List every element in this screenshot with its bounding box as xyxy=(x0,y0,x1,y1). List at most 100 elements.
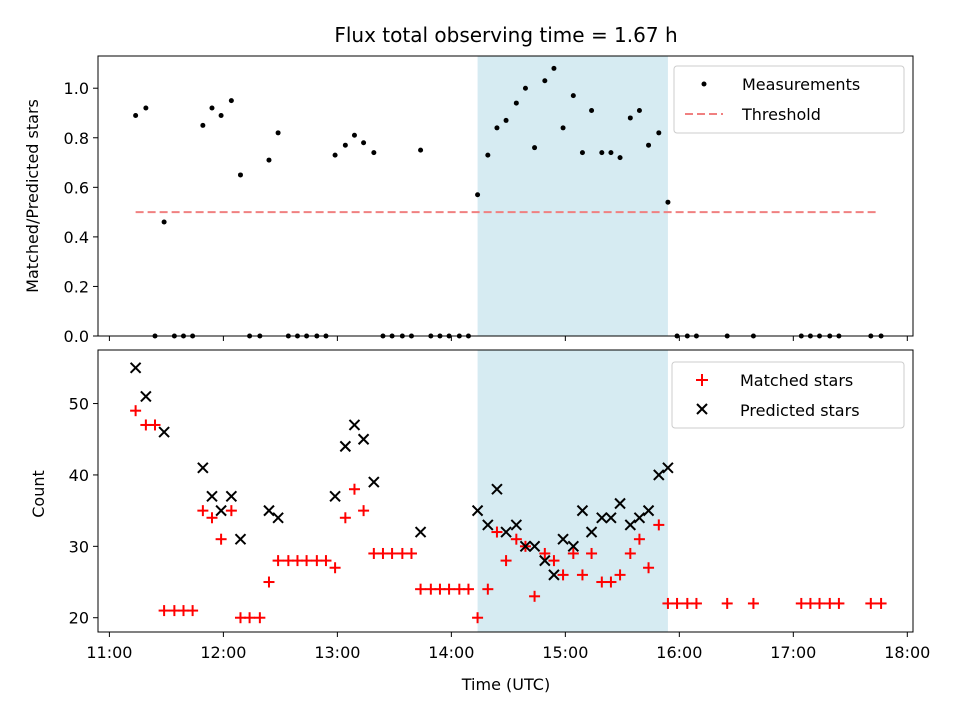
legend-predicted-marker xyxy=(696,403,708,415)
measurement-point xyxy=(475,192,481,198)
matched-star-point xyxy=(149,419,161,431)
x-tick-label: 17:00 xyxy=(770,643,816,662)
matched-star-point xyxy=(548,555,560,567)
predicted-star-point xyxy=(368,476,380,488)
measurement-point xyxy=(161,219,167,225)
measurement-point xyxy=(228,98,234,104)
measurement-point xyxy=(665,199,671,205)
predicted-star-point xyxy=(234,533,247,545)
top-x-ticks xyxy=(108,336,908,341)
measurement-point xyxy=(200,122,206,128)
bottom-legend: Matched stars Predicted stars xyxy=(671,361,905,429)
top-panel: 0.0 0.2 0.4 0.6 0.8 1.0 Matched/Predicted sta… xyxy=(23,55,914,346)
predicted-star-point xyxy=(624,519,637,531)
measurement-point xyxy=(617,155,623,161)
top-axes-frame xyxy=(97,55,914,337)
predicted-star-point xyxy=(653,469,665,481)
y-tick-label: 0.6 xyxy=(64,178,89,197)
measurement-point xyxy=(485,152,491,158)
matched-star-point xyxy=(814,597,826,609)
measurement-point xyxy=(418,147,424,153)
measurement-point xyxy=(209,105,215,111)
matched-star-point xyxy=(339,512,351,524)
matched-star-point xyxy=(500,555,512,567)
top-legend: Measurements Threshold xyxy=(673,65,905,134)
predicted-star-point xyxy=(500,526,512,538)
y-tick-label: 50 xyxy=(69,395,89,414)
matched-star-point xyxy=(225,505,237,517)
measurement-point xyxy=(560,125,566,131)
matched-star-point xyxy=(586,547,598,559)
measurement-point xyxy=(143,105,149,111)
matched-star-point xyxy=(833,597,845,609)
legend-matched-label: Matched stars xyxy=(740,371,853,390)
predicted-star-point xyxy=(491,483,503,495)
bottom-x-ticks: 11:00 12:00 13:00 14:00 15:00 16:00 17:00 18:00 xyxy=(86,632,930,662)
matched-star-point xyxy=(539,547,551,559)
predicted-star-point xyxy=(158,426,170,438)
predicted-star-point xyxy=(539,554,551,567)
legend-matched-marker xyxy=(696,374,708,386)
measurement-point xyxy=(589,108,595,114)
matched-star-point xyxy=(605,576,617,588)
matched-star-point xyxy=(557,569,569,581)
predicted-star-point xyxy=(510,519,523,531)
x-tick-label: 12:00 xyxy=(200,643,246,662)
measurement-point xyxy=(332,152,338,158)
matched-star-point xyxy=(158,605,170,617)
predicted-star-point xyxy=(348,419,361,431)
predicted-star-point xyxy=(329,490,341,503)
matched-star-point xyxy=(263,576,275,588)
measurement-point xyxy=(646,142,652,148)
bottom-series xyxy=(129,362,887,624)
legend-measurements-label: Measurements xyxy=(742,75,860,94)
matched-star-point xyxy=(130,405,142,417)
bottom-legend-box xyxy=(671,361,905,429)
predicted-star-point xyxy=(197,462,209,474)
measurement-point xyxy=(656,130,662,136)
matched-star-point xyxy=(415,583,427,595)
matched-star-point xyxy=(405,547,417,559)
legend-predicted-label: Predicted stars xyxy=(740,401,860,420)
predicted-star-point xyxy=(548,569,560,581)
y-tick-label: 40 xyxy=(69,466,89,485)
matched-star-point xyxy=(348,483,360,495)
predicted-star-point xyxy=(414,526,427,538)
matched-star-point xyxy=(567,547,579,559)
matched-star-point xyxy=(187,605,199,617)
predicted-star-point xyxy=(528,540,541,553)
measurement-point xyxy=(627,115,633,121)
y-tick-label: 0.2 xyxy=(64,277,89,296)
legend-threshold-label: Threshold xyxy=(741,105,821,124)
measurement-point xyxy=(342,142,348,148)
measurement-point xyxy=(237,172,243,178)
top-legend-box xyxy=(673,65,905,134)
matched-star-point xyxy=(721,597,733,609)
measurement-point xyxy=(522,85,528,91)
matched-star-point xyxy=(206,512,218,524)
matched-star-point xyxy=(653,519,665,531)
predicted-star-point xyxy=(471,504,484,517)
measurement-point xyxy=(351,132,357,138)
predicted-star-point xyxy=(519,540,532,553)
predicted-star-point xyxy=(263,504,275,517)
measurement-point xyxy=(361,140,367,146)
matched-star-point xyxy=(510,533,522,545)
predicted-star-point xyxy=(614,497,626,510)
predicted-star-point xyxy=(129,362,142,374)
top-observing-span xyxy=(477,56,668,336)
predicted-star-point xyxy=(576,504,589,517)
predicted-star-point xyxy=(357,433,370,445)
matched-star-point xyxy=(386,547,398,559)
x-tick-label: 18:00 xyxy=(884,643,930,662)
predicted-star-point xyxy=(633,512,646,524)
matched-star-point xyxy=(690,597,702,609)
matched-star-point xyxy=(482,583,494,595)
matched-star-point xyxy=(443,583,455,595)
matched-star-point xyxy=(215,533,227,545)
measurement-point xyxy=(494,125,500,131)
measurement-point xyxy=(503,117,509,123)
x-tick-label: 15:00 xyxy=(542,643,588,662)
matched-star-point xyxy=(576,569,588,581)
